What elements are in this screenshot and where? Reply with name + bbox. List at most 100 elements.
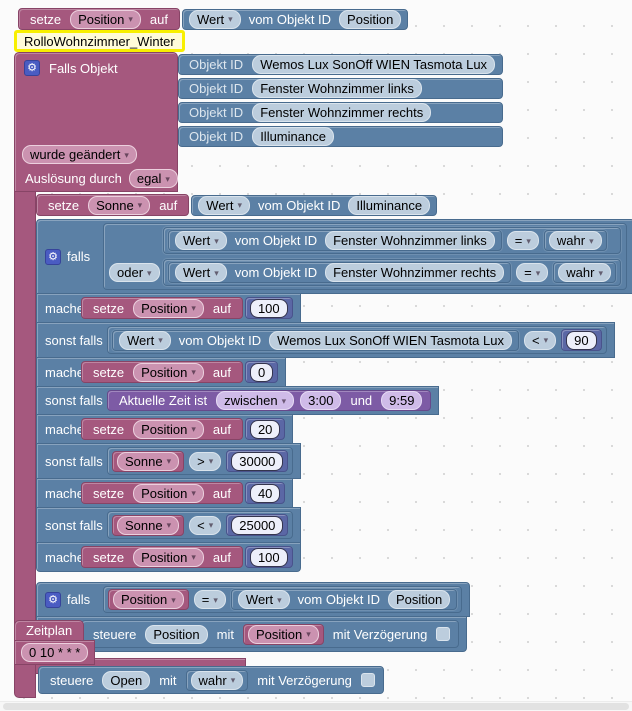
- on-change-trigger-block[interactable]: ⚙ Falls Objekt wurde geändert ▾ Auslösung…: [14, 52, 632, 674]
- number-field[interactable]: 100: [249, 298, 288, 318]
- number-block-0[interactable]: 0: [244, 361, 279, 383]
- object-id-block-illuminance[interactable]: Objekt ID Illuminance: [178, 126, 504, 147]
- value-block-position[interactable]: Wert ▾ vom Objekt ID Position: [230, 589, 458, 610]
- wert-dropdown[interactable]: Wert ▾: [175, 231, 227, 250]
- number-block-20[interactable]: 20: [244, 418, 286, 440]
- variable-block-sonne[interactable]: Sonne ▾: [112, 514, 185, 536]
- value-block-position[interactable]: Wert ▾ vom Objekt ID Position: [181, 8, 409, 30]
- mutator-gear-icon[interactable]: ⚙: [45, 248, 61, 265]
- number-field[interactable]: 25000: [231, 515, 284, 535]
- if-row-do-3[interactable]: mache setze Position ▾ auf 20: [36, 414, 294, 444]
- object-id-field-fenster-links[interactable]: Fenster Wohnzimmer links: [252, 79, 422, 98]
- wert-dropdown[interactable]: Wert ▾: [188, 9, 241, 29]
- if-row-condition-1[interactable]: ⚙ falls Wert ▾ vom Objekt ID Fenste: [36, 219, 632, 294]
- set-position-top-block[interactable]: setze Position ▾ auf Wert ▾ vom Objekt ID …: [18, 8, 409, 30]
- control-block-position[interactable]: steuere Position mit Position ▾ mit Verzö…: [81, 620, 460, 648]
- mutator-gear-icon[interactable]: ⚙: [24, 60, 40, 76]
- set-variable-block[interactable]: setze Position ▾ auf: [81, 418, 243, 440]
- object-id-block-wemos[interactable]: Objekt ID Wemos Lux SonOff WIEN Tasmota …: [178, 54, 504, 75]
- object-id-field-wemos[interactable]: Wemos Lux SonOff WIEN Tasmota Lux: [252, 55, 496, 74]
- set-variable-block[interactable]: setze Position ▾ auf: [81, 546, 243, 568]
- mutator-gear-icon[interactable]: ⚙: [45, 591, 61, 608]
- object-id-field-position[interactable]: Position: [388, 590, 451, 609]
- if-row-condition-3[interactable]: sonst falls Aktuelle Zeit ist zwischen ▾ …: [36, 386, 440, 415]
- variable-dropdown-position[interactable]: Position ▾: [113, 590, 184, 609]
- object-id-field-illuminance[interactable]: Illuminance: [252, 127, 334, 146]
- if-row-do-2[interactable]: mache setze Position ▾ auf 0: [36, 357, 287, 387]
- variable-dropdown-position[interactable]: Position ▾: [133, 362, 204, 382]
- set-variable-block[interactable]: setze Position ▾ auf: [81, 297, 243, 319]
- cron-row[interactable]: 0 10 * * *: [14, 640, 96, 665]
- trigger-head[interactable]: ⚙ Falls Objekt wurde geändert ▾ Auslösung…: [14, 52, 178, 192]
- operator-dropdown-eq[interactable]: = ▾: [193, 590, 226, 609]
- variable-block-position[interactable]: Position ▾: [108, 589, 189, 610]
- number-field[interactable]: 100: [249, 547, 288, 567]
- variable-dropdown-sonne[interactable]: Sonne ▾: [117, 451, 180, 471]
- variable-dropdown-position[interactable]: Position ▾: [247, 624, 319, 644]
- number-field[interactable]: 40: [249, 483, 281, 503]
- object-id-field-wemos[interactable]: Wemos Lux SonOff WIEN Tasmota Lux: [269, 330, 512, 350]
- number-block-100[interactable]: 100: [244, 297, 293, 319]
- if-row-do-1[interactable]: mache setze Position ▾ auf 100: [36, 293, 301, 323]
- operator-dropdown-eq[interactable]: = ▾: [506, 231, 539, 250]
- variable-dropdown-position[interactable]: Position ▾: [133, 547, 204, 567]
- if-row-condition-2[interactable]: sonst falls Wert ▾ vom Objekt ID Wemos Lu…: [36, 322, 615, 358]
- number-block-100[interactable]: 100: [244, 546, 293, 568]
- variable-dropdown-position[interactable]: Position ▾: [133, 298, 204, 318]
- compare-block-wemos[interactable]: Wert ▾ vom Objekt ID Wemos Lux SonOff WIE…: [107, 326, 607, 354]
- delay-checkbox[interactable]: [360, 673, 375, 687]
- compare-block-sonne-lt[interactable]: Sonne ▾ < ▾ 25000: [107, 511, 294, 539]
- compare-block-fenster-links[interactable]: Wert ▾ vom Objekt ID Fenster Wohnzimmer l…: [163, 227, 621, 254]
- object-id-field-fenster-rechts[interactable]: Fenster Wohnzimmer rechts: [325, 263, 505, 282]
- boolean-dropdown[interactable]: wahr ▾: [558, 263, 611, 282]
- boolean-block-wahr[interactable]: wahr ▾: [553, 262, 616, 283]
- if-row-condition-5[interactable]: sonst falls Sonne ▾ < ▾ 25000: [36, 507, 302, 543]
- boolean-block-wahr[interactable]: wahr ▾: [543, 230, 607, 251]
- value-block-wemos[interactable]: Wert ▾ vom Objekt ID Wemos Lux SonOff WIE…: [112, 329, 519, 351]
- time-end-field[interactable]: 9:59: [381, 391, 423, 410]
- if-row-do-5[interactable]: mache setze Position ▾ auf 100: [36, 542, 301, 572]
- comment-block[interactable]: RolloWohnzimmer_Winter: [14, 30, 185, 52]
- variable-block-sonne[interactable]: Sonne ▾: [112, 450, 185, 472]
- number-field[interactable]: 90: [566, 330, 597, 350]
- horizontal-scrollbar-thumb[interactable]: [3, 703, 629, 710]
- set-variable-block[interactable]: setze Position ▾ auf: [81, 361, 243, 383]
- control-block-open[interactable]: steuere Open mit wahr ▾ mit Verzögerung: [38, 666, 384, 694]
- if-block-position-check[interactable]: ⚙ falls Position ▾ = ▾: [36, 582, 471, 652]
- wert-dropdown[interactable]: Wert ▾: [175, 263, 227, 282]
- object-id-field-open[interactable]: Open: [102, 670, 151, 690]
- time-start-field[interactable]: 3:00: [300, 391, 342, 410]
- number-block-90[interactable]: 90: [561, 329, 602, 351]
- set-variable-block[interactable]: setze Sonne ▾ auf: [36, 194, 190, 216]
- value-block-fenster-links[interactable]: Wert ▾ vom Objekt ID Fenster Wohnzimmer l…: [168, 230, 502, 251]
- object-id-field-position[interactable]: Position: [145, 624, 208, 644]
- operator-dropdown-lt[interactable]: < ▾: [523, 330, 557, 350]
- variable-dropdown-position[interactable]: Position ▾: [133, 483, 204, 503]
- object-id-block-fenster-links[interactable]: Objekt ID Fenster Wohnzimmer links: [178, 78, 504, 99]
- set-variable-block[interactable]: setze Position ▾ auf: [81, 482, 243, 504]
- number-block-30000[interactable]: 30000: [226, 450, 289, 472]
- if-row-do-4[interactable]: mache setze Position ▾ auf 40: [36, 478, 294, 508]
- value-block-illuminance[interactable]: Wert ▾ vom Objekt ID Illuminance: [191, 194, 438, 216]
- object-id-field-fenster-rechts[interactable]: Fenster Wohnzimmer rechts: [252, 103, 432, 122]
- logic-operator-dropdown[interactable]: oder ▾: [109, 263, 160, 282]
- set-variable-block[interactable]: setze Position ▾ auf: [18, 8, 180, 30]
- boolean-dropdown[interactable]: wahr ▾: [548, 231, 602, 250]
- compare-block-fenster-rechts[interactable]: Wert ▾ vom Objekt ID Fenster Wohnzimmer r…: [163, 259, 621, 286]
- wert-dropdown[interactable]: Wert ▾: [237, 590, 290, 609]
- cron-field[interactable]: 0 10 * * *: [21, 643, 89, 662]
- compare-block-sonne-gt[interactable]: Sonne ▾ > ▾ 30000: [107, 447, 294, 475]
- trigger-source-dropdown[interactable]: egal ▾: [128, 169, 178, 188]
- number-field[interactable]: 20: [249, 419, 281, 439]
- value-block-fenster-rechts[interactable]: Wert ▾ vom Objekt ID Fenster Wohnzimmer r…: [168, 262, 512, 283]
- number-field[interactable]: 0: [249, 362, 274, 382]
- object-id-field-position[interactable]: Position: [339, 9, 402, 29]
- number-block-40[interactable]: 40: [244, 482, 286, 504]
- trigger-condition-dropdown[interactable]: wurde geändert ▾: [22, 145, 137, 164]
- operator-dropdown-gt[interactable]: > ▾: [189, 451, 222, 471]
- variable-block-position[interactable]: Position ▾: [242, 623, 324, 645]
- delay-checkbox[interactable]: [436, 627, 451, 641]
- time-condition-block[interactable]: Aktuelle Zeit ist zwischen ▾ 3:00 und 9:5…: [107, 390, 432, 411]
- if-row-condition-4[interactable]: sonst falls Sonne ▾ > ▾ 30000: [36, 443, 302, 479]
- if-row-do[interactable]: mache steuere Position mit Position▾ mit…: [36, 616, 468, 652]
